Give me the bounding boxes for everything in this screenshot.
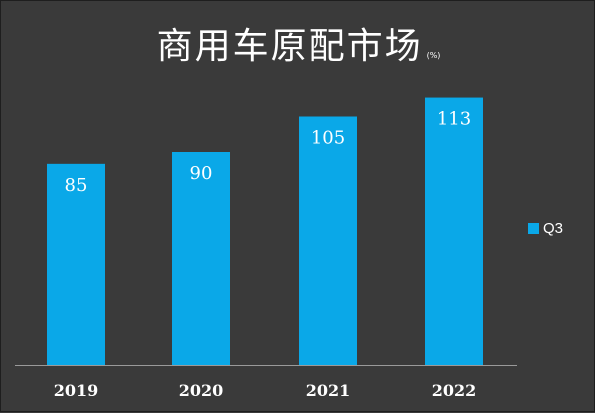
bar-2019 — [47, 163, 105, 365]
x-tick-label-2021: 2021 — [306, 381, 351, 400]
x-tick-label-2022: 2022 — [432, 381, 477, 400]
x-tick-label-2020: 2020 — [179, 381, 224, 400]
bar-2022 — [425, 97, 483, 366]
bar-2021 — [299, 116, 357, 365]
data-label-2022: 113 — [437, 109, 471, 130]
data-label-2019: 85 — [65, 175, 88, 196]
x-tick-label-2019: 2019 — [54, 381, 99, 400]
legend-swatch-q3 — [528, 223, 539, 234]
chart-title-group: 商用车原配市场 (%) — [1, 17, 595, 69]
chart-unit-label: (%) — [426, 51, 441, 60]
chart-title: 商用车原配市场 — [156, 26, 423, 67]
data-label-2021: 105 — [311, 128, 345, 149]
bar-2020 — [172, 152, 230, 365]
legend-label-q3: Q3 — [543, 220, 564, 237]
legend: Q3 — [528, 220, 563, 237]
data-label-2020: 90 — [190, 163, 213, 184]
